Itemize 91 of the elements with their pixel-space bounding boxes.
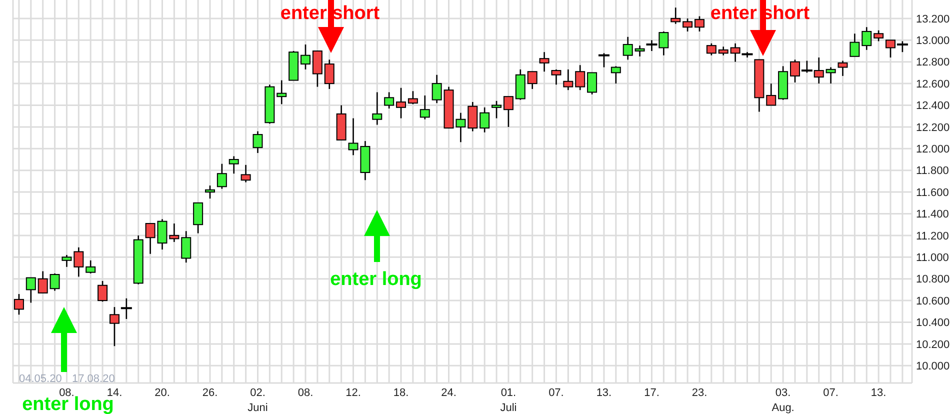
x-tick-label: 07. xyxy=(823,387,838,399)
candlestick xyxy=(38,270,48,294)
candlestick xyxy=(682,18,693,32)
x-tick-label: 13. xyxy=(870,387,886,399)
candlestick xyxy=(850,32,860,58)
candlestick xyxy=(766,82,776,106)
candlestick xyxy=(384,92,394,110)
annotation: 17.08.20 xyxy=(72,373,115,385)
candlestick xyxy=(26,277,36,304)
candlestick xyxy=(587,72,598,96)
candlestick xyxy=(622,36,633,60)
candlestick xyxy=(527,70,538,90)
x-tick-label: 14. xyxy=(106,387,122,399)
x-tick-label: 20. xyxy=(154,387,170,399)
y-tick-label: 12.400 xyxy=(916,100,950,112)
x-tick-label: 17. xyxy=(644,387,660,399)
candlestick xyxy=(575,64,586,91)
candlestick xyxy=(312,50,322,88)
y-tick-label: 10.600 xyxy=(916,295,950,308)
candlestick xyxy=(74,246,84,278)
y-tick-label: 11.800 xyxy=(916,165,949,178)
x-tick-label: 08. xyxy=(59,387,74,399)
x-tick-label: 18. xyxy=(393,387,409,399)
y-tick-label: 12.000 xyxy=(916,143,950,156)
candlestick xyxy=(492,100,502,119)
annotation: enter long xyxy=(330,269,422,290)
y-tick-label: 10.400 xyxy=(916,317,950,330)
y-tick-label: 11.600 xyxy=(916,186,949,199)
candlestick xyxy=(228,156,239,174)
candlestick xyxy=(120,298,132,320)
candlestick xyxy=(204,184,215,200)
y-tick-label: 10.200 xyxy=(916,338,950,351)
x-tick-label: 03. Aug. xyxy=(772,387,794,414)
candlestick xyxy=(86,260,96,274)
candlestick xyxy=(826,66,836,84)
x-tick-label: 01. Juli xyxy=(500,387,517,414)
candlestick xyxy=(634,44,645,58)
candlestick xyxy=(874,30,884,42)
y-tick-label: 12.800 xyxy=(916,56,950,69)
candlestick xyxy=(240,164,251,183)
y-tick-label: 12.600 xyxy=(916,78,950,90)
candlestick xyxy=(598,52,610,68)
x-tick-label: 08. xyxy=(298,387,314,399)
candlestick xyxy=(98,280,108,302)
candlestick xyxy=(50,272,60,292)
x-tick-label: 26. xyxy=(202,387,218,399)
y-tick-label: 11.400 xyxy=(916,208,949,221)
x-tick-label: 02. Juni xyxy=(248,387,268,414)
candlestick xyxy=(252,130,263,154)
candlestick xyxy=(838,60,848,77)
candlestick xyxy=(169,222,180,243)
candlestick xyxy=(276,80,287,105)
candlestick xyxy=(706,42,716,56)
y-tick-label: 11.000 xyxy=(916,252,949,264)
y-tick-label: 13.000 xyxy=(916,34,950,47)
y-tick-label: 11.200 xyxy=(916,230,949,242)
candlestick xyxy=(432,74,442,104)
candlestick xyxy=(862,26,872,51)
annotation: 04.05.20 xyxy=(19,373,62,385)
candlestick xyxy=(181,230,192,264)
candlestick xyxy=(670,6,681,25)
x-tick-label: 13. xyxy=(596,387,612,399)
x-tick-label: 24. xyxy=(441,387,456,399)
candlestick xyxy=(515,68,526,100)
x-tick-label: 23. xyxy=(692,387,708,399)
y-tick-label: 13.200 xyxy=(916,13,950,26)
candlestick xyxy=(216,163,227,190)
candlestick xyxy=(193,202,204,234)
candlestick xyxy=(563,68,574,91)
y-tick-label: 10.000 xyxy=(916,360,950,372)
y-tick-label: 10.800 xyxy=(916,274,950,286)
candlestick xyxy=(300,44,311,70)
candlestick xyxy=(372,92,382,126)
candlestick xyxy=(324,59,334,90)
candlestick xyxy=(610,66,621,84)
x-tick-label: 12. xyxy=(346,387,361,399)
candlestick xyxy=(396,87,406,119)
candlestick xyxy=(539,51,550,72)
x-tick-label: 07. xyxy=(548,387,564,399)
annotation: enter short xyxy=(280,3,380,24)
candlestick xyxy=(408,90,418,105)
candlestick xyxy=(480,106,490,134)
candlestick xyxy=(468,101,478,132)
y-tick-label: 12.200 xyxy=(916,122,950,134)
candlestick xyxy=(109,306,120,347)
candlestick xyxy=(694,16,704,32)
candlestick xyxy=(551,68,562,86)
candlestick xyxy=(420,94,430,120)
candlestick xyxy=(14,293,24,316)
candlestick xyxy=(503,96,514,128)
candlestick xyxy=(62,254,72,268)
